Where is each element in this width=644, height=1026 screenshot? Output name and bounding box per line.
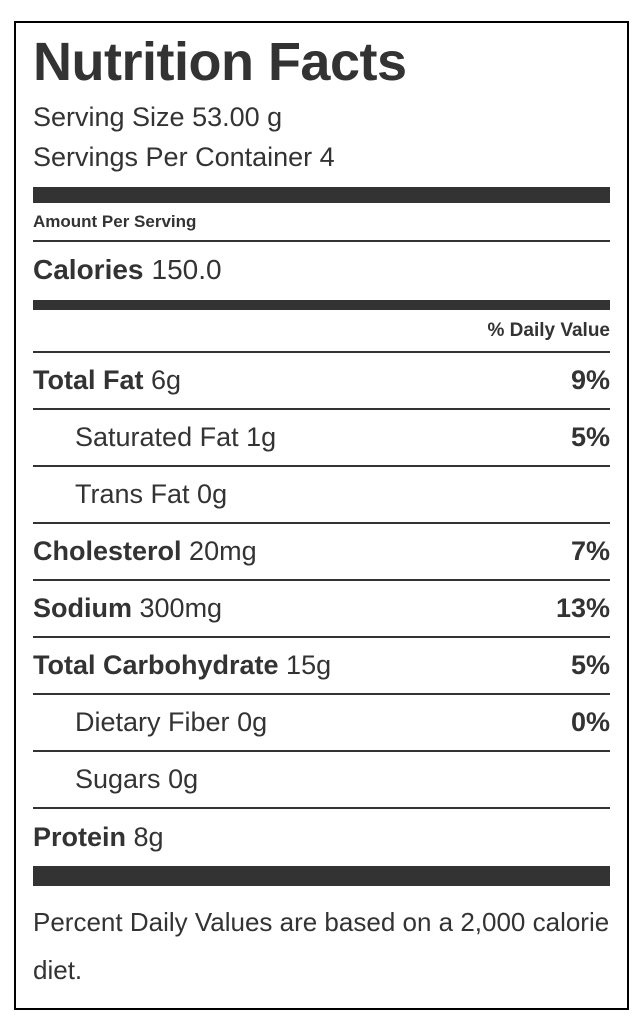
nutrient-name: Protein — [33, 821, 127, 852]
nutrient-name: Saturated Fat — [75, 421, 239, 452]
footnote: Percent Daily Values are based on a 2,00… — [33, 906, 610, 985]
nutrient-amount: 0g — [237, 706, 268, 737]
nutrient-amount: 0g — [168, 763, 199, 794]
nutrient-name: Sodium — [33, 592, 132, 623]
row-total-carbohydrate: Total Carbohydrate 15g 5% — [33, 638, 610, 695]
nutrient-amount: 8g — [133, 821, 164, 852]
nutrient-amount: 1g — [246, 421, 277, 452]
nutrient-dv: 13% — [555, 592, 610, 623]
row-cholesterol: Cholesterol 20mg 7% — [33, 524, 610, 581]
nutrient-dv: 9% — [570, 364, 610, 395]
divider-bar-top — [33, 186, 610, 203]
nutrient-amount: 300mg — [139, 592, 223, 623]
amount-per-serving-header: Amount Per Serving — [33, 203, 610, 242]
nutrient-amount: 6g — [151, 364, 182, 395]
row-total-fat: Total Fat 6g 9% — [33, 353, 610, 410]
calories-value: 150.0 — [151, 253, 222, 285]
serving-size: Serving Size 53.00 g — [33, 101, 283, 132]
nutrient-name: Total Carbohydrate — [33, 649, 279, 680]
nutrient-rows: Total Fat 6g 9% Saturated Fat 1g 5% Tran… — [33, 353, 610, 866]
row-trans-fat: Trans Fat 0g — [33, 467, 610, 524]
divider-bar-mid — [33, 299, 610, 310]
nutrient-name: Dietary Fiber — [75, 706, 230, 737]
row-protein: Protein 8g — [33, 809, 610, 866]
calories-label: Calories — [33, 253, 144, 285]
nutrient-name: Trans Fat — [75, 478, 190, 509]
nutrient-dv: 0% — [570, 706, 610, 737]
nutrient-name: Total Fat — [33, 364, 144, 395]
nutrient-name: Cholesterol — [33, 535, 182, 566]
nutrient-dv: 5% — [570, 421, 610, 452]
nutrition-facts-label: Nutrition Facts Serving Size 53.00 g Ser… — [14, 21, 629, 1010]
nutrient-amount: 0g — [197, 478, 228, 509]
servings-per-container: Servings Per Container 4 — [33, 141, 335, 172]
divider-bar-bottom — [33, 865, 610, 886]
nutrient-dv: 5% — [570, 649, 610, 680]
nutrient-name: Sugars — [75, 763, 161, 794]
nutrient-amount: 15g — [286, 649, 332, 680]
row-dietary-fiber: Dietary Fiber 0g 0% — [33, 695, 610, 752]
nutrient-dv: 7% — [570, 535, 610, 566]
row-sodium: Sodium 300mg 13% — [33, 581, 610, 638]
label-title: Nutrition Facts — [33, 32, 407, 92]
row-sugars: Sugars 0g — [33, 752, 610, 809]
row-saturated-fat: Saturated Fat 1g 5% — [33, 410, 610, 467]
calories-row: Calories 150.0 — [33, 242, 610, 300]
daily-value-header: % Daily Value — [33, 310, 610, 353]
nutrient-amount: 20mg — [189, 535, 257, 566]
